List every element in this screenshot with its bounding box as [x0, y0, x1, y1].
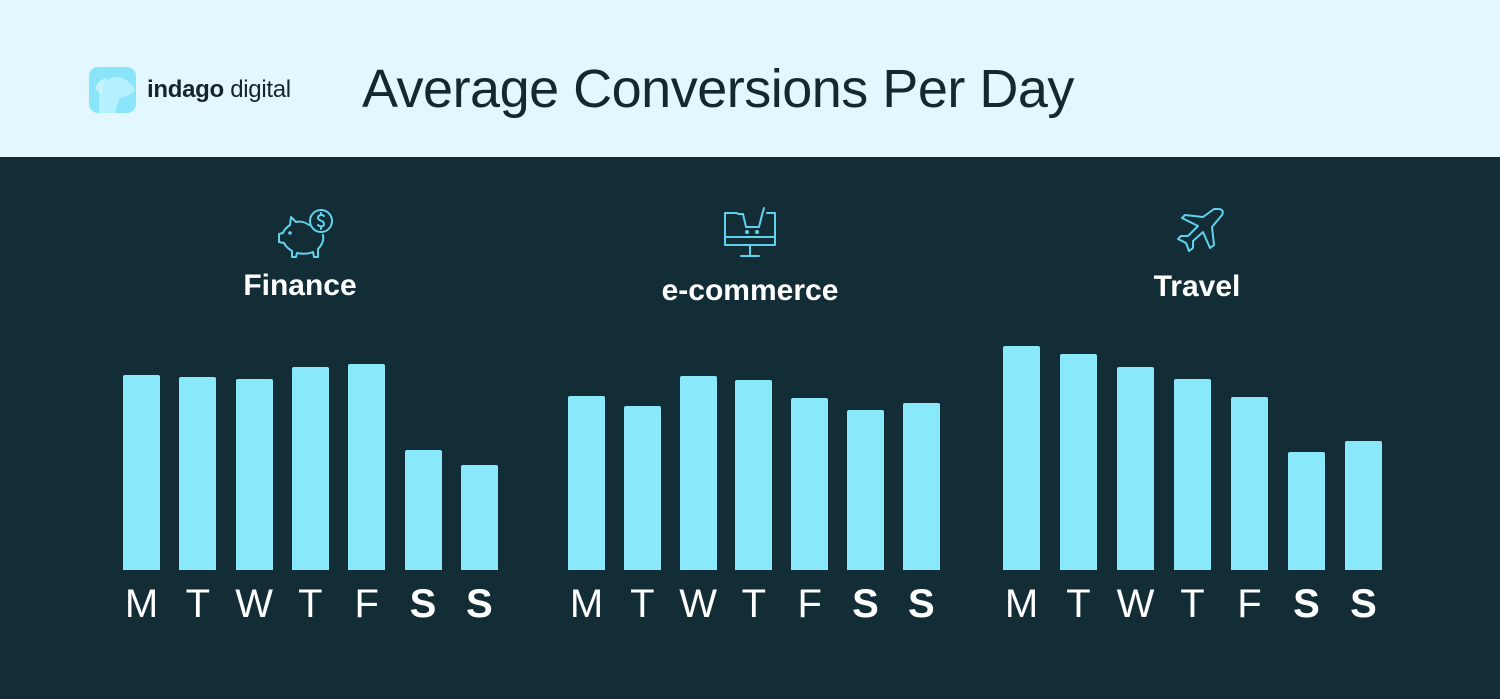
bar-travel-5: [1288, 452, 1325, 570]
day-label: M: [124, 582, 159, 626]
day-label: T: [185, 582, 211, 626]
day-label: T: [741, 582, 767, 626]
day-label: M: [1004, 582, 1039, 626]
piggy-bank-dollar-icon: [278, 209, 333, 258]
day-label: M: [569, 582, 604, 626]
day-label: F: [797, 582, 822, 626]
bar-finance-2: [235, 379, 273, 570]
airplane-icon: [1177, 208, 1224, 252]
day-label: T: [630, 582, 655, 626]
bar-ecommerce-2: [679, 376, 717, 570]
day-label: W: [1116, 582, 1155, 626]
bar-finance-4: [348, 364, 386, 570]
bar-ecommerce-1: [623, 406, 661, 570]
bar-ecommerce-0: [568, 396, 605, 570]
bar-finance-3: [291, 367, 329, 570]
bar-travel-6: [1345, 441, 1382, 570]
bar-ecommerce-4: [791, 398, 829, 570]
bar-travel-0: [1003, 346, 1040, 570]
bar-ecommerce-3: [735, 380, 773, 570]
bar-finance-0: [123, 375, 160, 570]
bar-travel-1: [1060, 354, 1097, 570]
day-label: S: [465, 582, 493, 626]
day-label: S: [409, 582, 437, 626]
day-label: S: [852, 582, 879, 626]
bar-finance-6: [460, 465, 498, 570]
panel-label-ecommerce: e-commerce: [661, 274, 839, 307]
page-title: Average Conversions Per Day: [362, 59, 1074, 119]
day-label: T: [1066, 582, 1091, 626]
day-label: F: [1237, 582, 1262, 626]
monitor-shopping-cart-icon: [724, 207, 776, 257]
bar-finance-1: [179, 377, 217, 570]
day-label: T: [298, 582, 323, 626]
bar-finance-5: [404, 450, 442, 570]
day-label: W: [235, 582, 273, 626]
panel-label-travel: Travel: [1153, 270, 1241, 303]
brand-name: indago digital: [147, 76, 291, 103]
indago-logo-icon: [89, 67, 136, 113]
bar-travel-2: [1117, 367, 1154, 570]
day-label: S: [1293, 582, 1320, 626]
day-label: T: [1180, 582, 1205, 626]
bar-travel-4: [1231, 397, 1268, 570]
bar-ecommerce-5: [847, 410, 884, 570]
bar-travel-3: [1174, 379, 1211, 570]
day-label: S: [907, 582, 935, 626]
day-label: S: [1350, 582, 1377, 626]
bar-ecommerce-6: [902, 403, 940, 570]
header-banner: indago digital Average Conversions Per D…: [0, 0, 1500, 157]
day-label: W: [679, 582, 717, 626]
panel-label-finance: Finance: [243, 269, 357, 302]
day-label: F: [354, 582, 379, 626]
